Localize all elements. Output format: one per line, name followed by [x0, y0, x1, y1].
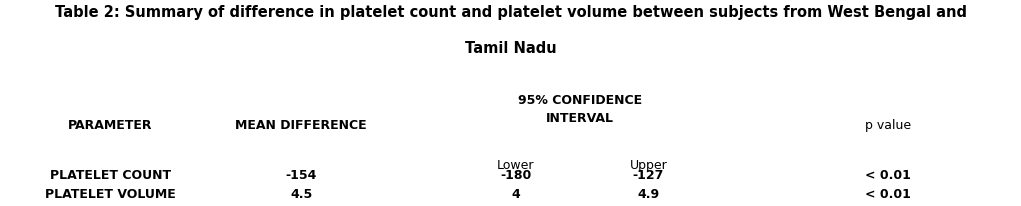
Text: 4: 4	[512, 188, 520, 201]
Text: PARAMETER: PARAMETER	[68, 119, 152, 132]
Text: 95% CONFIDENCE: 95% CONFIDENCE	[518, 94, 642, 107]
Text: -127: -127	[633, 169, 664, 182]
Text: Table 2: Summary of difference in platelet count and platelet volume between sub: Table 2: Summary of difference in platel…	[54, 5, 967, 20]
Text: Tamil Nadu: Tamil Nadu	[465, 41, 556, 56]
Text: 4.9: 4.9	[637, 188, 660, 201]
Text: Upper: Upper	[630, 159, 667, 172]
Text: 4.5: 4.5	[290, 188, 312, 201]
Text: p value: p value	[865, 119, 912, 132]
Text: Lower: Lower	[497, 159, 534, 172]
Text: -154: -154	[286, 169, 317, 182]
Text: PLATELET VOLUME: PLATELET VOLUME	[45, 188, 176, 201]
Text: INTERVAL: INTERVAL	[546, 112, 614, 125]
Text: -180: -180	[500, 169, 531, 182]
Text: < 0.01: < 0.01	[866, 169, 911, 182]
Text: < 0.01: < 0.01	[866, 188, 911, 201]
Text: MEAN DIFFERENCE: MEAN DIFFERENCE	[236, 119, 367, 132]
Text: PLATELET COUNT: PLATELET COUNT	[50, 169, 171, 182]
